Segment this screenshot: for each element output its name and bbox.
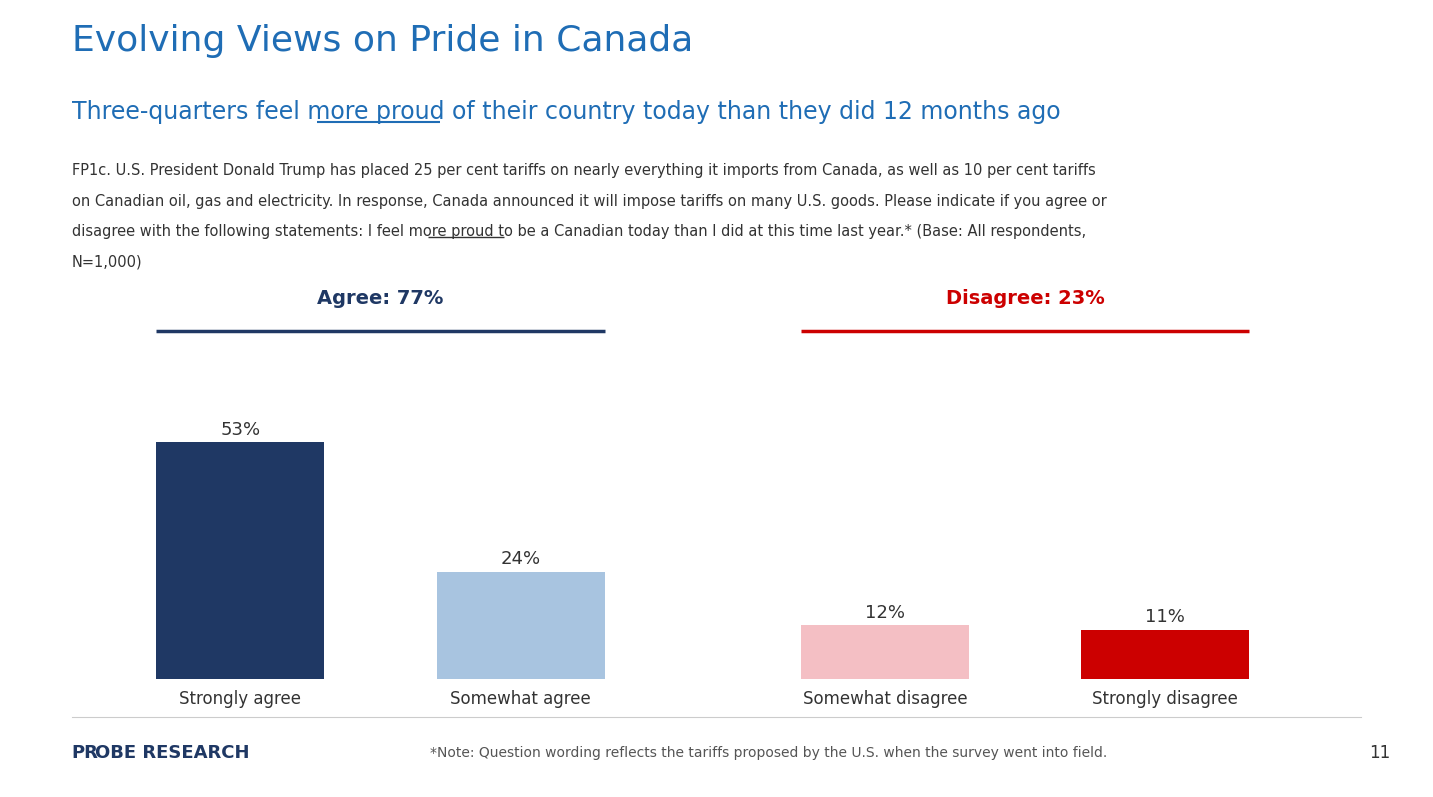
- Text: OBE RESEARCH: OBE RESEARCH: [95, 744, 249, 762]
- Text: Evolving Views on Pride in Canada: Evolving Views on Pride in Canada: [72, 24, 694, 58]
- Text: Somewhat disagree: Somewhat disagree: [802, 690, 967, 709]
- Text: Strongly agree: Strongly agree: [179, 690, 301, 709]
- Text: *Note: Question wording reflects the tariffs proposed by the U.S. when the surve: *Note: Question wording reflects the tar…: [430, 746, 1108, 760]
- Bar: [801, 626, 969, 679]
- Text: PR: PR: [72, 744, 99, 762]
- Text: Disagree: 23%: Disagree: 23%: [946, 289, 1105, 308]
- Text: Three-quarters feel more proud of their country today than they did 12 months ag: Three-quarters feel more proud of their …: [72, 100, 1060, 124]
- Bar: [1080, 630, 1250, 679]
- Text: on Canadian oil, gas and electricity. In response, Canada announced it will impo: on Canadian oil, gas and electricity. In…: [72, 194, 1106, 209]
- Text: 53%: 53%: [221, 421, 261, 439]
- Text: disagree with the following statements: I feel more proud to be a Canadian today: disagree with the following statements: …: [72, 224, 1086, 239]
- Text: Somewhat agree: Somewhat agree: [450, 690, 590, 709]
- Bar: [437, 572, 605, 679]
- Text: 24%: 24%: [500, 551, 540, 568]
- Text: 12%: 12%: [866, 604, 906, 622]
- Text: 11%: 11%: [1145, 608, 1185, 626]
- Text: N=1,000): N=1,000): [72, 254, 142, 269]
- Bar: [156, 442, 324, 679]
- Text: Strongly disagree: Strongly disagree: [1092, 690, 1238, 709]
- Text: 11: 11: [1369, 744, 1390, 762]
- Text: Agree: 77%: Agree: 77%: [317, 289, 444, 308]
- Text: FP1c. U.S. President Donald Trump has placed 25 per cent tariffs on nearly every: FP1c. U.S. President Donald Trump has pl…: [72, 163, 1095, 179]
